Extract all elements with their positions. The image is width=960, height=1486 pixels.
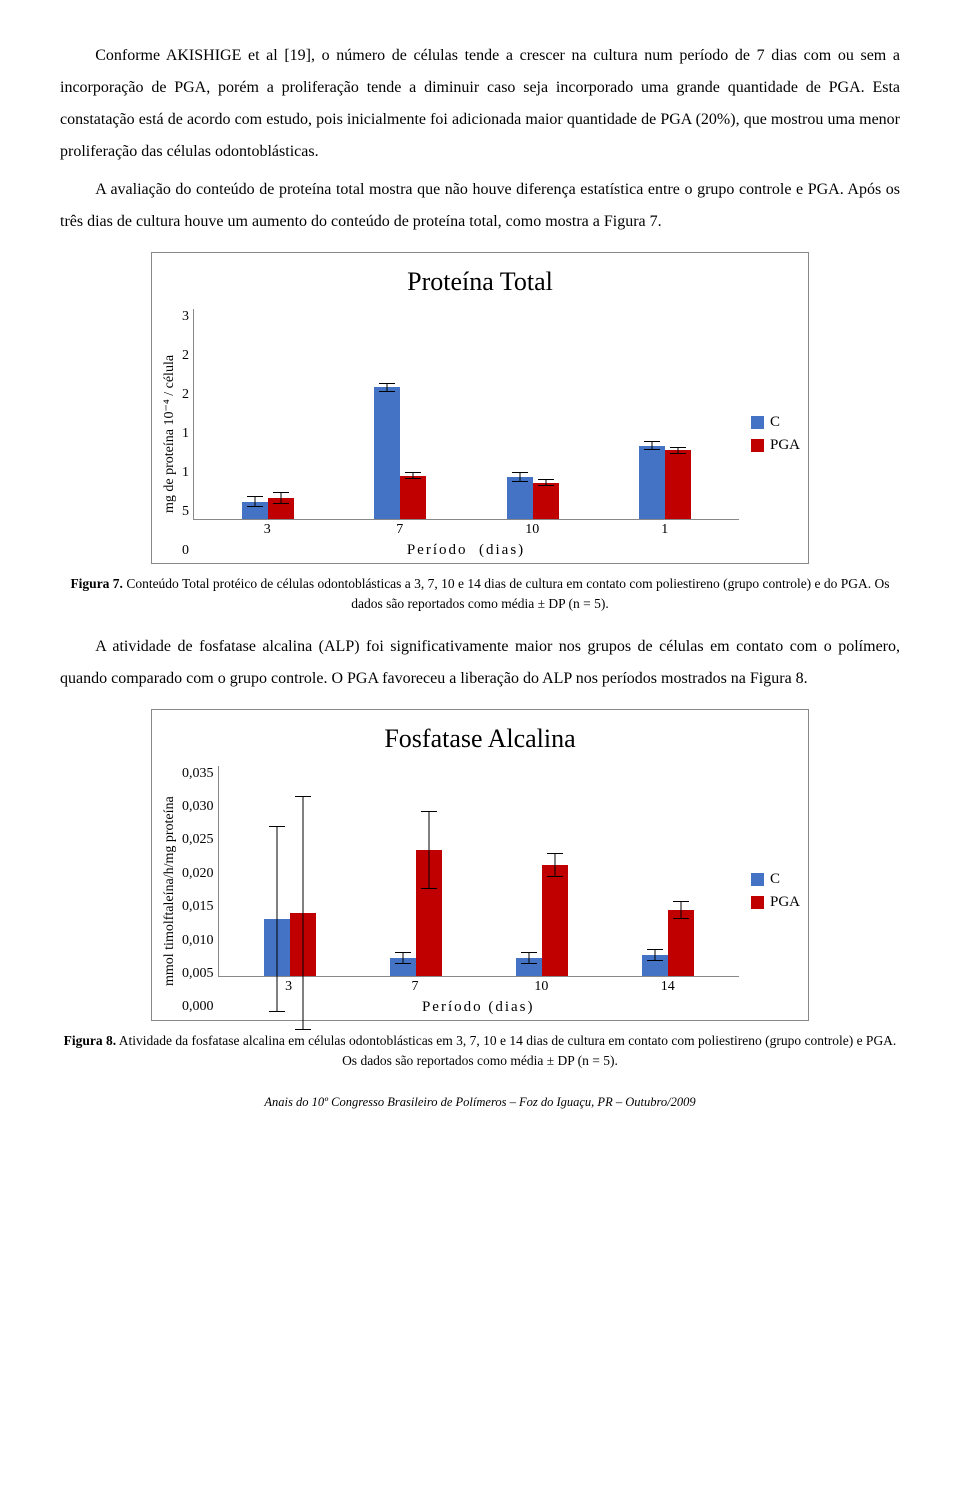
ytick-label: 0,015 [182, 899, 214, 915]
error-bar [644, 441, 660, 451]
page-footer: Anais do 10º Congresso Brasileiro de Pol… [60, 1095, 900, 1110]
error-bar [421, 811, 437, 889]
bar-pga [400, 476, 426, 519]
legend-swatch [751, 896, 764, 909]
bar-control [242, 502, 268, 520]
bar-group [260, 913, 320, 976]
bar-control [264, 919, 290, 976]
bar-control [516, 958, 542, 976]
legend-item: C [751, 871, 800, 888]
xtick-label: 7 [385, 979, 445, 995]
error-bar [670, 447, 686, 454]
chart2-ylabel: mmol timolftaleína/h/mg proteína [160, 766, 180, 1016]
error-bar [295, 796, 311, 1030]
chart1-yticks: 3 2 2 1 1 5 0 [180, 309, 193, 559]
error-bar [673, 901, 689, 919]
bar-group [370, 387, 430, 519]
chart-proteina-total: Proteína Total mg de proteína 10⁻⁴ / cél… [151, 252, 809, 564]
ytick-label: 0,010 [182, 933, 214, 949]
bar-group [635, 446, 695, 520]
figure7-caption: Figura 7. Conteúdo Total protéico de cél… [60, 574, 900, 615]
error-bar [273, 492, 289, 503]
chart1-legend: C PGA [739, 309, 800, 559]
xtick-label: 3 [237, 522, 297, 538]
ytick-label: 1 [182, 426, 189, 442]
figure8-caption: Figura 8. Atividade da fosfatase alcalin… [60, 1031, 900, 1072]
bar-control [639, 446, 665, 520]
xtick-label: 10 [511, 979, 571, 995]
ytick-label: 2 [182, 348, 189, 364]
bar-group [503, 477, 563, 519]
bar-control [642, 955, 668, 976]
legend-swatch [751, 439, 764, 452]
error-bar [269, 826, 285, 1012]
chart-fosfatase-alcalina: Fosfatase Alcalina mmol timolftaleína/h/… [151, 709, 809, 1021]
chart2-yticks: 0,035 0,030 0,025 0,020 0,015 0,010 0,005 0,000 [180, 766, 218, 1016]
bar-pga [268, 498, 294, 519]
legend-label: PGA [770, 437, 800, 454]
bar-pga [416, 850, 442, 976]
paragraph-2: A avaliação do conteúdo de proteína tota… [60, 174, 900, 238]
bar-group [512, 865, 572, 976]
error-bar [247, 496, 263, 507]
ytick-label: 0,005 [182, 966, 214, 982]
paragraph-1: Conforme AKISHIGE et al [19], o número d… [60, 40, 900, 168]
ytick-label: 0,030 [182, 799, 214, 815]
chart1-title: Proteína Total [160, 267, 800, 297]
error-bar [405, 472, 421, 479]
chart1-xlabel: Período (dias) [193, 542, 739, 559]
xtick-label: 10 [502, 522, 562, 538]
bar-pga [665, 450, 691, 519]
error-bar [647, 949, 663, 961]
paragraph-3: A atividade de fosfatase alcalina (ALP) … [60, 631, 900, 695]
xtick-label: 1 [635, 522, 695, 538]
chart1-plot [193, 309, 739, 520]
bar-pga [668, 910, 694, 976]
ytick-label: 1 [182, 465, 189, 481]
legend-item: C [751, 414, 800, 431]
legend-item: PGA [751, 894, 800, 911]
legend-swatch [751, 416, 764, 429]
xtick-label: 7 [370, 522, 430, 538]
legend-item: PGA [751, 437, 800, 454]
bar-pga [542, 865, 568, 976]
ytick-label: 5 [182, 504, 189, 520]
ytick-label: 3 [182, 309, 189, 325]
chart1-xticks: 3 7 10 1 [193, 520, 739, 538]
legend-label: C [770, 871, 780, 888]
bar-control [374, 387, 400, 519]
bar-group [238, 498, 298, 519]
bar-group [638, 910, 698, 976]
error-bar [538, 479, 554, 486]
bar-control [507, 477, 533, 519]
error-bar [547, 853, 563, 877]
chart1-ylabel: mg de proteína 10⁻⁴ / célula [160, 309, 180, 559]
bar-pga [290, 913, 316, 976]
legend-label: C [770, 414, 780, 431]
ytick-label: 0,025 [182, 832, 214, 848]
ytick-label: 0 [182, 543, 189, 559]
ytick-label: 0,035 [182, 766, 214, 782]
bar-group [386, 850, 446, 976]
chart2-plot [218, 766, 739, 977]
ytick-label: 0,000 [182, 999, 214, 1015]
xtick-label: 14 [638, 979, 698, 995]
legend-label: PGA [770, 894, 800, 911]
error-bar [521, 952, 537, 964]
ytick-label: 0,020 [182, 866, 214, 882]
bar-pga [533, 483, 559, 519]
error-bar [512, 472, 528, 482]
bar-control [390, 958, 416, 976]
legend-swatch [751, 873, 764, 886]
chart2-title: Fosfatase Alcalina [160, 724, 800, 754]
error-bar [395, 952, 411, 964]
error-bar [379, 383, 395, 393]
chart2-legend: C PGA [739, 766, 800, 1016]
ytick-label: 2 [182, 387, 189, 403]
